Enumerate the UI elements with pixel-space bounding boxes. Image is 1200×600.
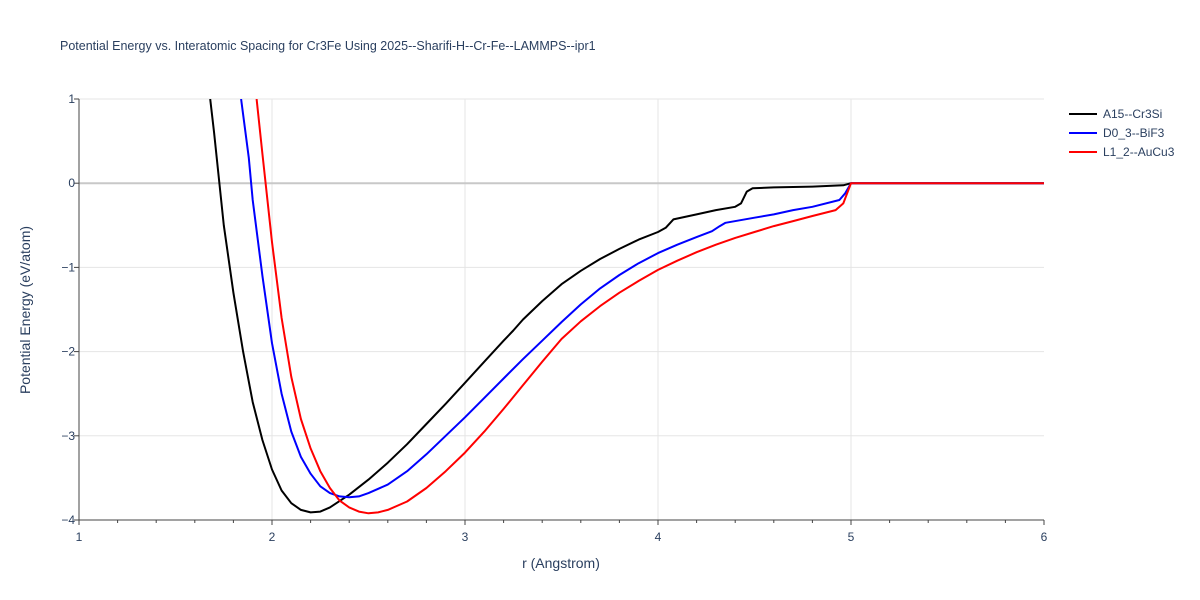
x-tick-label: 1	[76, 530, 83, 544]
legend-label: L1_2--AuCu3	[1103, 145, 1175, 159]
legend-item-d0-3-bif3[interactable]: D0_3--BiF3	[1069, 126, 1165, 140]
legend-label: A15--Cr3Si	[1103, 107, 1162, 121]
series-line-l1-2-aucu3	[255, 99, 1044, 515]
x-tick-label: 4	[655, 530, 662, 544]
y-axis-tick-labels: 1 0 −1 −2 −3 −4	[61, 92, 75, 527]
x-axis-title: r (Angstrom)	[522, 555, 600, 571]
x-tick-label: 2	[269, 530, 276, 544]
y-tick-label: −2	[61, 345, 75, 359]
y-tick-label: 1	[68, 92, 75, 106]
legend-item-a15-cr3si[interactable]: A15--Cr3Si	[1069, 107, 1162, 121]
series-line-a15-cr3si	[209, 99, 1044, 514]
legend-label: D0_3--BiF3	[1103, 126, 1165, 140]
legend-item-l1-2-aucu3[interactable]: L1_2--AuCu3	[1069, 145, 1175, 159]
axes	[74, 98, 1045, 525]
y-tick-label: −3	[61, 429, 75, 443]
x-tick-label: 6	[1041, 530, 1048, 544]
x-tick-label: 3	[462, 530, 469, 544]
y-tick-label: −4	[61, 513, 75, 527]
chart-title: Potential Energy vs. Interatomic Spacing…	[60, 39, 596, 53]
y-axis-title: Potential Energy (eV/atom)	[17, 226, 33, 394]
x-tick-label: 5	[848, 530, 855, 544]
x-axis-tick-labels: 1 2 3 4 5 6	[76, 530, 1048, 544]
series-lines	[209, 99, 1044, 515]
y-tick-label: −1	[61, 260, 75, 274]
series-line-d0-3-bif3	[240, 99, 1044, 499]
legend: A15--Cr3Si D0_3--BiF3 L1_2--AuCu3	[1069, 107, 1175, 159]
y-tick-label: 0	[68, 176, 75, 190]
